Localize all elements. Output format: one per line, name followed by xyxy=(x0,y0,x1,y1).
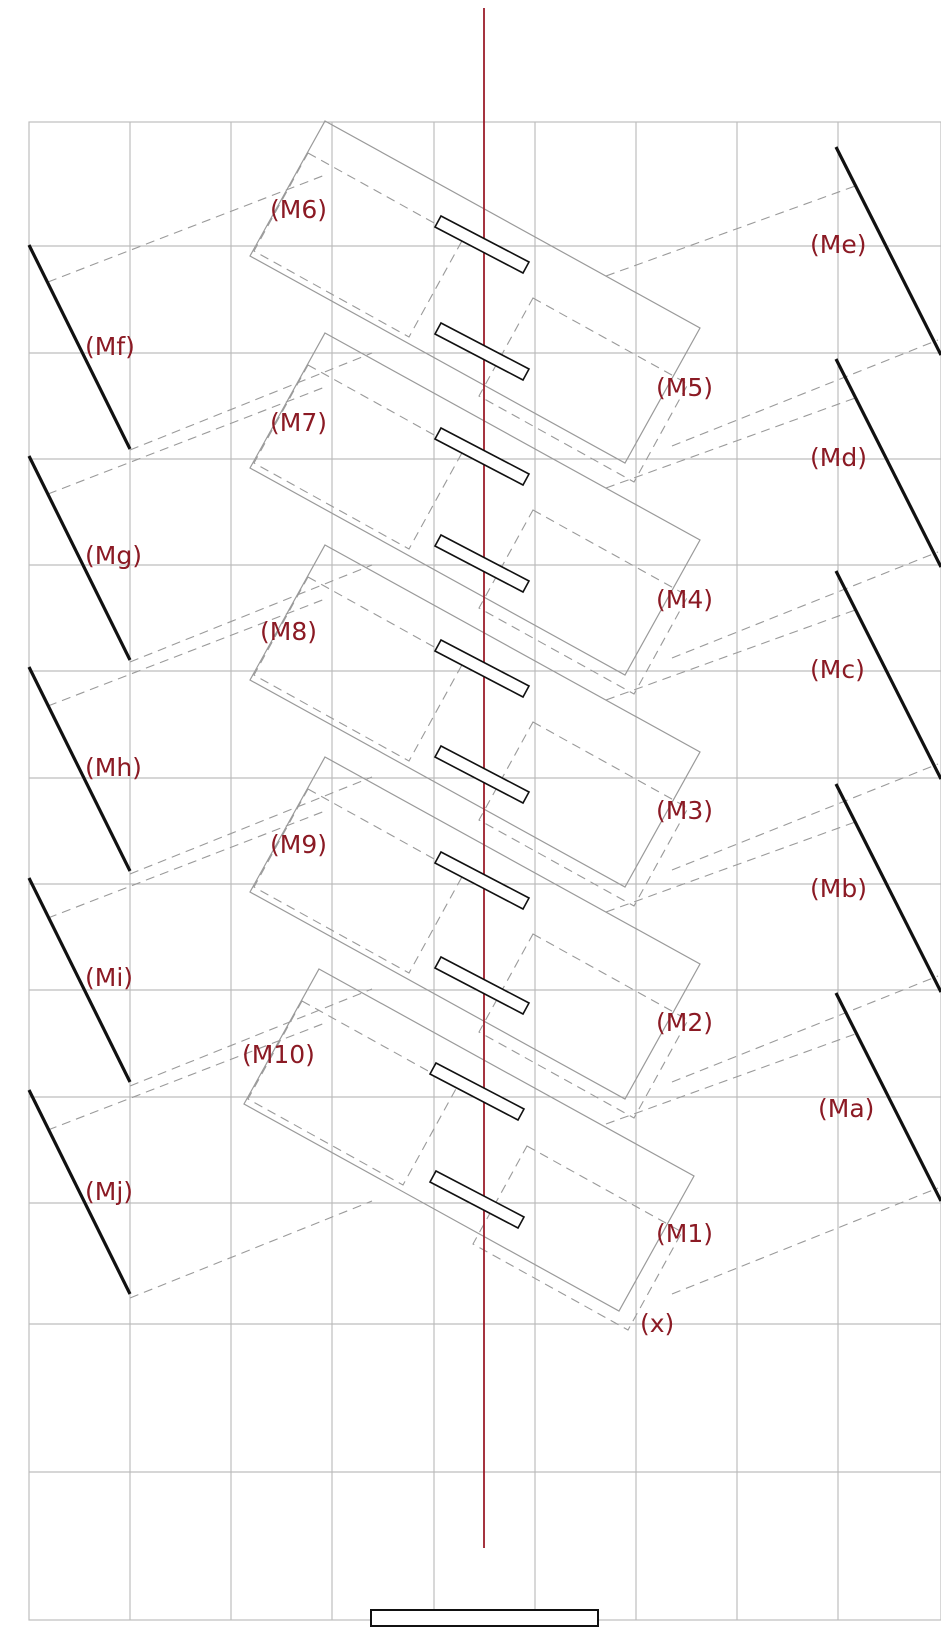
label-Me: (Me) xyxy=(810,230,866,259)
mirror-units xyxy=(243,120,701,1331)
unit-outline xyxy=(243,968,695,1312)
unit-outline xyxy=(249,756,701,1100)
ray-line xyxy=(671,339,939,447)
label-Mf: (Mf) xyxy=(85,332,135,361)
mirror-slots xyxy=(428,214,531,1230)
label-M4: (M4) xyxy=(656,585,713,614)
side-mirror xyxy=(27,877,132,1083)
slot-mirror xyxy=(433,426,531,487)
side-mirror xyxy=(834,570,941,780)
label-M6: (M6) xyxy=(270,195,327,224)
unit-outline xyxy=(249,332,701,676)
slot-mirror xyxy=(433,321,531,382)
inner-frame xyxy=(253,152,464,338)
label-M8: (M8) xyxy=(260,617,317,646)
slot-mirror xyxy=(433,955,531,1016)
ray-line xyxy=(129,564,373,663)
label-M9: (M9) xyxy=(270,830,327,859)
ray-line xyxy=(129,988,373,1087)
label-Ma: (Ma) xyxy=(818,1094,874,1123)
ray-line xyxy=(671,1187,939,1295)
labels: (M1) (M2) (M3) (M4) (M5) (M6) (M7) (M8) … xyxy=(85,195,874,1338)
label-M1: (M1) xyxy=(656,1219,713,1248)
ray-line xyxy=(671,551,939,659)
inner-frame xyxy=(247,1000,458,1186)
label-M7: (M7) xyxy=(270,408,327,437)
label-origin-x: (x) xyxy=(640,1309,674,1338)
side-mirrors xyxy=(27,146,941,1295)
ray-paths xyxy=(47,174,939,1299)
inner-frame xyxy=(253,364,464,550)
label-M2: (M2) xyxy=(656,1008,713,1037)
slot-mirror xyxy=(433,533,531,594)
side-mirror xyxy=(27,666,132,872)
ray-line xyxy=(47,386,326,495)
slot-mirror xyxy=(433,214,531,275)
side-mirror xyxy=(834,783,941,993)
label-Mh: (Mh) xyxy=(85,753,142,782)
unit-outline xyxy=(249,120,701,464)
unit-outline xyxy=(249,544,701,888)
label-M5: (M5) xyxy=(656,373,713,402)
inner-frame xyxy=(253,576,464,762)
label-Md: (Md) xyxy=(810,443,867,472)
slot-mirror xyxy=(433,744,531,805)
slot-mirror xyxy=(433,638,531,699)
label-M3: (M3) xyxy=(656,796,713,825)
label-Mb: (Mb) xyxy=(810,874,867,903)
ray-line xyxy=(47,174,326,283)
label-Mg: (Mg) xyxy=(85,541,142,570)
base-plate xyxy=(370,1609,599,1627)
label-Mc: (Mc) xyxy=(810,655,865,684)
ray-line xyxy=(671,975,939,1083)
side-mirror xyxy=(834,146,941,356)
side-mirror xyxy=(27,455,132,661)
side-mirror xyxy=(27,1089,132,1295)
side-mirror xyxy=(834,358,941,568)
slot-mirror xyxy=(428,1169,526,1230)
ray-line xyxy=(129,776,373,875)
ray-line xyxy=(47,810,326,919)
inner-frame xyxy=(253,788,464,974)
side-mirror xyxy=(834,992,941,1202)
inner-frame xyxy=(472,1145,683,1331)
slot-mirror xyxy=(428,1061,526,1122)
label-Mi: (Mi) xyxy=(85,963,133,992)
label-Mj: (Mj) xyxy=(85,1177,133,1206)
side-mirror xyxy=(27,244,132,450)
ray-line xyxy=(129,352,373,451)
slot-mirror xyxy=(433,850,531,911)
ray-line xyxy=(671,763,939,871)
label-M10: (M10) xyxy=(242,1040,315,1069)
ray-line xyxy=(47,598,326,707)
ray-line xyxy=(129,1200,373,1299)
